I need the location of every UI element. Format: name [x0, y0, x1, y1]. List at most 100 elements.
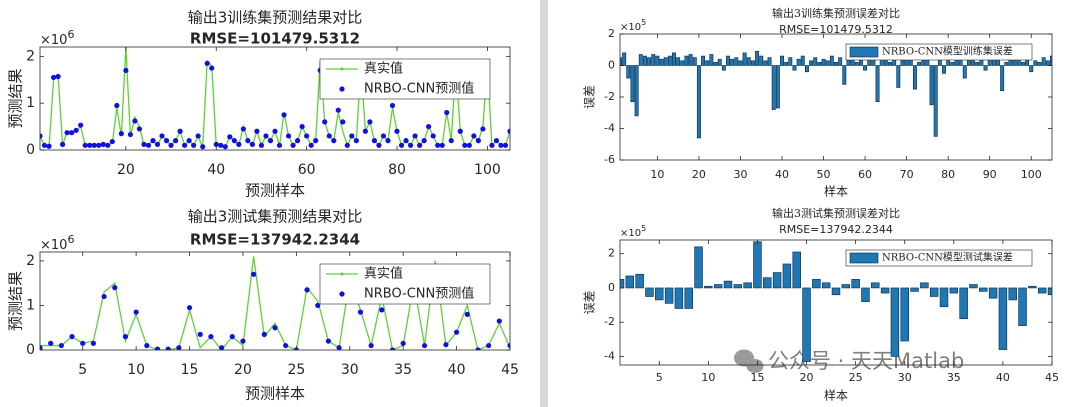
y-multiplier-exponent: 5	[641, 18, 646, 27]
series-marker	[313, 138, 319, 144]
bar	[705, 60, 710, 66]
series-marker	[41, 142, 48, 148]
bar	[753, 241, 762, 289]
chart-subtitle: RMSE=101479.5312	[779, 23, 893, 36]
legend-swatch	[340, 67, 344, 71]
series-marker	[141, 141, 147, 147]
legend-label: NRBO-CNN模型训练集误差	[882, 45, 1013, 58]
chart-title: 输出3测试集预测误差对比	[772, 206, 900, 220]
bar	[861, 287, 870, 302]
bar	[890, 287, 900, 357]
series-marker	[471, 133, 477, 139]
series-marker	[240, 338, 246, 344]
x-tick-label: 20	[234, 362, 252, 378]
bar	[746, 57, 751, 66]
y-tick-label: -4	[604, 349, 615, 362]
series-marker	[335, 107, 341, 113]
y-multiplier-exponent: 6	[67, 28, 74, 41]
x-tick-label: 30	[898, 371, 912, 384]
bar	[812, 279, 821, 289]
x-tick-label: 20	[692, 168, 706, 181]
bar	[910, 287, 919, 292]
bar	[792, 65, 797, 71]
series-marker	[105, 142, 111, 148]
x-tick-label: 10	[650, 168, 664, 181]
bar	[917, 62, 922, 66]
series-marker	[249, 141, 256, 147]
bar	[651, 54, 656, 66]
plot-area	[620, 241, 1052, 362]
series-marker	[132, 118, 138, 124]
legend-label: 真实值	[364, 266, 403, 282]
axes-box	[39, 46, 511, 151]
bar	[950, 62, 955, 66]
bar	[804, 65, 809, 73]
series-marker	[50, 74, 57, 81]
bar	[638, 54, 643, 66]
series-marker	[209, 65, 215, 71]
bar	[1004, 62, 1009, 66]
bar	[634, 65, 639, 117]
bar	[912, 65, 917, 90]
bar	[1008, 287, 1017, 301]
legend-box	[319, 58, 491, 100]
series-marker	[40, 133, 43, 139]
series-marker	[507, 128, 510, 134]
series-marker	[389, 102, 396, 109]
y-tick-label: 1	[26, 95, 35, 111]
bar	[655, 287, 664, 301]
y-multiplier: ×106	[40, 28, 74, 48]
x-tick-label: 40	[207, 162, 225, 178]
bar	[635, 273, 644, 289]
series-marker	[154, 141, 161, 147]
bar	[696, 65, 701, 139]
series-marker	[177, 128, 183, 134]
bar	[831, 287, 841, 296]
bar	[991, 60, 996, 66]
series-marker	[385, 138, 391, 144]
chart-subtitle: RMSE=101479.5312	[190, 30, 360, 48]
bar	[782, 263, 792, 289]
bar	[1020, 62, 1025, 66]
bar	[1012, 60, 1017, 66]
series-marker	[493, 138, 500, 144]
legend-box	[845, 43, 1033, 61]
series-marker	[87, 142, 93, 148]
bar	[983, 65, 988, 71]
x-tick-label: 20	[117, 162, 135, 178]
bar	[888, 62, 892, 66]
bar	[755, 51, 760, 66]
series-marker	[340, 119, 346, 125]
series-marker	[304, 133, 310, 139]
series-marker	[80, 340, 86, 346]
bar	[763, 277, 772, 289]
series-marker	[290, 142, 296, 148]
chart-title: 输出3训练集预测结果对比	[188, 9, 363, 27]
series-marker	[159, 133, 165, 139]
bar	[929, 65, 934, 106]
bar	[871, 282, 880, 289]
bar	[1029, 65, 1034, 73]
bar	[841, 284, 851, 289]
y-tick-label: 0	[26, 142, 35, 158]
y-multiplier-base: ×10	[40, 238, 67, 253]
x-tick-label: 30	[733, 168, 747, 181]
series-marker	[507, 342, 510, 349]
x-tick-label: 15	[750, 371, 764, 384]
series-marker	[267, 138, 274, 144]
series-marker	[453, 329, 460, 335]
series-marker	[276, 142, 283, 148]
series-marker	[90, 340, 97, 346]
bar	[622, 52, 627, 66]
bar	[834, 62, 838, 66]
series-marker	[100, 141, 106, 147]
series-marker	[443, 342, 449, 348]
series-marker	[46, 143, 52, 149]
bar	[1050, 55, 1052, 66]
bar	[880, 287, 890, 294]
bar	[988, 287, 998, 299]
x-tick-label: 90	[983, 168, 997, 181]
bar	[763, 60, 768, 66]
series-marker	[133, 309, 139, 315]
series-marker	[357, 309, 364, 315]
